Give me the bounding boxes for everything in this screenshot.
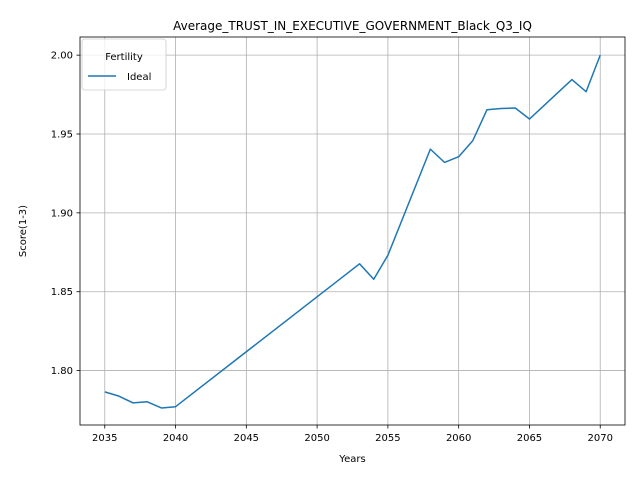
y-tick-label: 1.95 — [51, 130, 73, 141]
x-tick-label: 2055 — [375, 433, 400, 444]
y-axis-label: Score(1-3) — [18, 205, 29, 257]
legend: Fertility Ideal — [81, 38, 167, 91]
x-tick-label: 2035 — [92, 433, 117, 444]
series-line-ideal — [104, 54, 601, 409]
x-axis-label: Years — [338, 454, 365, 465]
legend-entry-ideal: Ideal — [127, 72, 151, 83]
x-tick-label: 2065 — [517, 433, 542, 444]
x-tick-label: 2060 — [446, 433, 471, 444]
y-tick-label: 1.85 — [51, 287, 73, 298]
x-tick-label: 2040 — [163, 433, 188, 444]
series-layer — [104, 54, 601, 409]
plot-area-frame — [79, 36, 626, 426]
grid — [80, 37, 625, 425]
x-tick-label: 2070 — [588, 433, 613, 444]
x-tick-label: 2050 — [304, 433, 329, 444]
tick-layer: 2035 2040 2045 2050 2055 2060 2065 2070 1.80 1.85… — [51, 51, 613, 444]
chart-title: Average_TRUST_IN_EXECUTIVE_GOVERNMENT_Bl… — [173, 19, 532, 33]
y-tick-label: 2.00 — [51, 51, 73, 62]
y-tick-label: 1.90 — [51, 208, 73, 219]
legend-box — [81, 38, 167, 91]
x-tick-label: 2045 — [234, 433, 259, 444]
y-tick-label: 1.80 — [51, 366, 73, 377]
legend-title: Fertility — [105, 52, 143, 63]
